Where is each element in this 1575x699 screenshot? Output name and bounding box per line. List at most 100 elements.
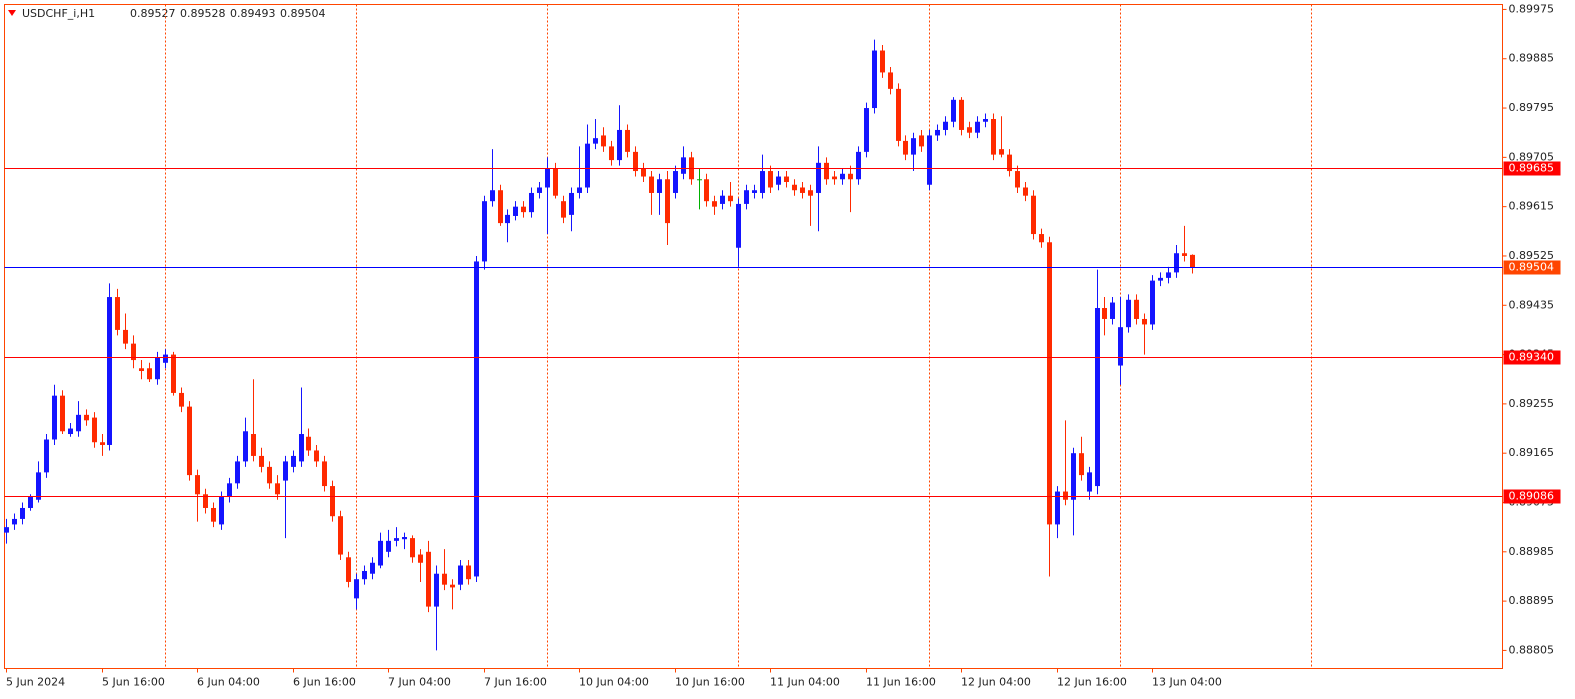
candle-body [68,428,73,435]
candle-body [243,431,248,462]
candle-body [211,507,216,522]
candle-body [553,168,558,196]
candle-body [665,179,670,224]
x-tick-label: 10 Jun 16:00 [675,676,745,689]
x-tick-label: 7 Jun 16:00 [484,676,547,689]
y-tick-label: 0.89705 [1509,150,1555,163]
x-tick-label: 6 Jun 04:00 [197,676,260,689]
candle-body [370,562,375,574]
candle-body [155,357,160,380]
candle-body [410,538,415,558]
candle-body [657,179,662,193]
y-tick-label: 0.89435 [1509,298,1555,311]
candle-body [314,450,319,462]
candle-body [267,466,272,484]
candle-body [442,573,447,585]
candle-body [1039,234,1044,243]
candle-body [959,99,964,130]
candle-body [896,88,901,141]
candle-body [402,537,407,540]
candle-body [848,173,853,180]
candle-body [179,392,184,407]
candle-body [235,461,240,484]
candle-body [888,72,893,89]
candle-body [1166,272,1171,278]
candle-body [163,354,168,363]
candle-body [498,190,503,224]
candle-body [816,162,821,193]
candle-body [1118,327,1123,366]
candle-body [633,151,638,172]
candle-body [92,417,97,443]
candle-body [1102,308,1107,319]
level-box [1503,350,1561,365]
candle-body [322,461,327,487]
candle-body [1174,253,1179,273]
candle-body [856,151,861,180]
candle-body [123,329,128,344]
candle-body [649,176,654,193]
level-box [1503,260,1561,275]
x-tick-label: 7 Jun 04:00 [388,676,451,689]
candle-body [617,129,622,161]
y-tick-label: 0.89975 [1509,2,1555,15]
candle-body [378,540,383,566]
candle-body [768,171,773,188]
x-tick-label: 10 Jun 04:00 [579,676,649,689]
candle-body [44,439,49,473]
candle-body [720,195,725,204]
candle-body [609,146,614,161]
x-tick-label: 11 Jun 16:00 [866,676,936,689]
candle-body [458,565,463,585]
candle-body [1190,254,1195,268]
candle-body [354,579,359,599]
candle-body [752,190,757,193]
candle-body [195,475,200,495]
candle-body [450,584,455,588]
candle-body [20,507,25,519]
level-box [1503,489,1561,504]
x-tick-label: 12 Jun 16:00 [1057,676,1127,689]
candle-body [521,206,526,213]
candle-body [625,129,630,152]
candle-body [935,129,940,136]
x-tick-label: 11 Jun 04:00 [770,676,840,689]
candle-body [1031,195,1036,235]
candle-body [386,540,391,552]
symbol: USDCHF_i,H1 [22,7,95,20]
candle-body [418,554,423,563]
y-tick-label: 0.88985 [1509,545,1555,558]
candle-body [76,414,81,432]
x-tick-label: 5 Jun 16:00 [102,676,165,689]
candle-body [697,179,702,181]
candle-body [259,455,264,467]
candle-body [784,176,789,183]
candle-body [641,168,646,177]
x-tick-label: 13 Jun 04:00 [1152,676,1222,689]
x-tick-label: 6 Jun 16:00 [293,676,356,689]
candle-body [585,143,590,188]
level-label: 0.89086 [1509,490,1555,503]
candle-body [394,538,399,541]
candle-body [529,192,534,213]
y-tick-label: 0.88895 [1509,594,1555,607]
candle-body [505,214,510,224]
candle-body [219,497,224,525]
candle-body [864,108,869,152]
candle-body [330,486,335,517]
candle-body [115,297,120,330]
candle-body [84,414,89,421]
candle-body [991,119,996,155]
candle-body [434,573,439,607]
y-tick-label: 0.89795 [1509,101,1555,114]
candle-body [673,171,678,193]
candle-body [593,138,598,144]
candle-body [203,494,208,508]
candle-body [880,50,885,73]
candle-body [800,187,805,193]
y-tick-label: 0.89165 [1509,446,1555,459]
candle-body [872,50,877,109]
candle-body [951,99,956,122]
x-tick-label: 12 Jun 04:00 [961,676,1031,689]
